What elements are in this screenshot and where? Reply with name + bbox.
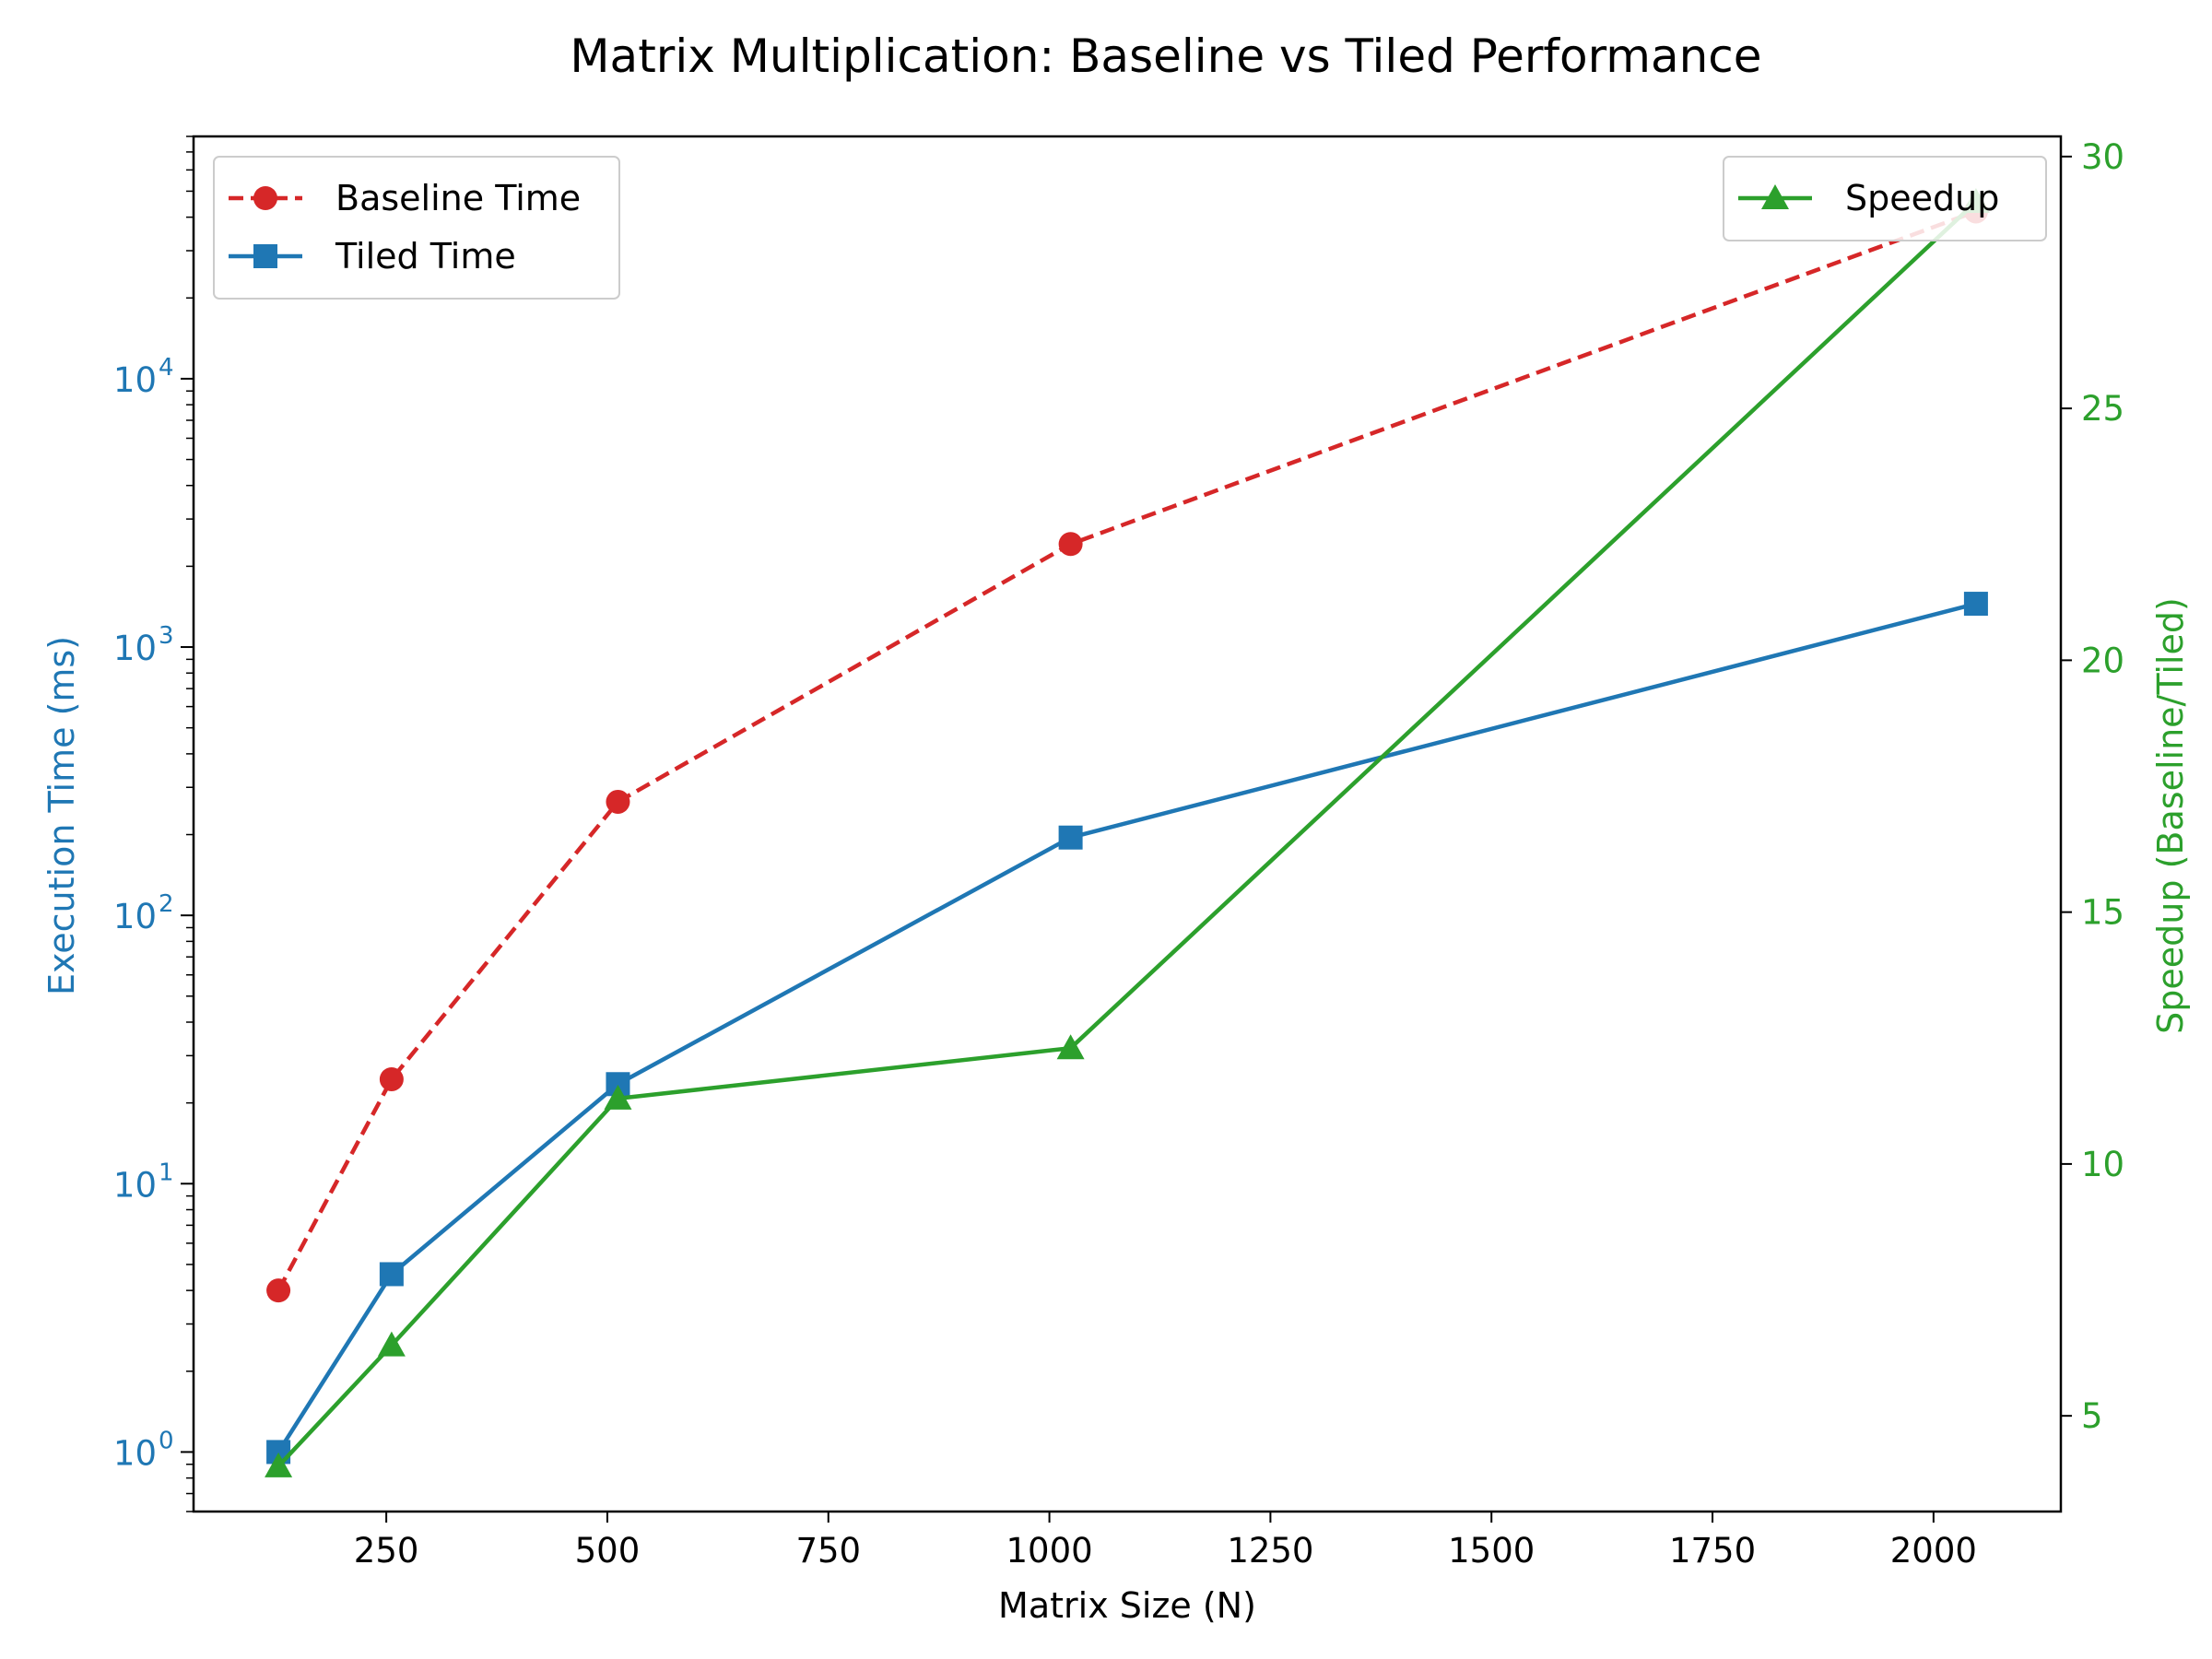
x-tick-label: 1750 xyxy=(1669,1531,1756,1571)
series-line-baseline-time xyxy=(276,209,1977,1292)
data-point-speedup xyxy=(604,1084,632,1110)
legend-marker-tiled-time xyxy=(253,244,277,268)
legend-box xyxy=(1723,156,2047,241)
y-left-tick-label: 10 xyxy=(113,1433,157,1473)
legend-marker-baseline-time xyxy=(253,186,277,210)
y-axis-right-label: Speedup (Baseline/Tiled) xyxy=(2150,597,2191,1034)
x-tick-label: 1250 xyxy=(1227,1531,1313,1571)
y-right-tick-label: 30 xyxy=(2081,137,2124,177)
y-axis-left-label: Execution Time (ms) xyxy=(41,636,82,995)
y-right-tick-label: 10 xyxy=(2081,1145,2124,1184)
legend-left: Baseline Time Tiled Time xyxy=(213,156,620,300)
legend-label-tiled-time: Tiled Time xyxy=(335,236,516,276)
legend-box xyxy=(213,156,620,300)
x-tick-label: 1500 xyxy=(1448,1531,1535,1571)
legend-marker-speedup xyxy=(1761,184,1789,209)
data-point-speedup xyxy=(1056,1034,1085,1060)
y-left-tick-exponent: 2 xyxy=(159,890,174,918)
legend-label-baseline-time: Baseline Time xyxy=(335,178,581,218)
data-point-baseline-time xyxy=(379,1066,404,1091)
y-right-tick-label: 15 xyxy=(2081,893,2124,933)
series-line-speedup xyxy=(276,200,1978,1468)
x-tick-label: 500 xyxy=(575,1531,641,1571)
legend-right: Speedup xyxy=(1723,156,2047,241)
data-point-baseline-time xyxy=(606,789,630,814)
legend-label-speedup: Speedup xyxy=(1845,178,1999,218)
y-left-tick-label: 10 xyxy=(113,629,157,668)
y-left-tick-label: 10 xyxy=(113,1165,157,1205)
x-tick-label: 2000 xyxy=(1890,1531,1977,1571)
y-left-tick-exponent: 4 xyxy=(159,354,174,382)
y-right-tick-label: 25 xyxy=(2081,389,2124,429)
y-left-tick-exponent: 3 xyxy=(159,622,174,650)
y-right-tick-label: 5 xyxy=(2081,1396,2103,1436)
data-point-baseline-time xyxy=(1058,532,1083,557)
x-tick-label: 250 xyxy=(354,1531,419,1571)
axes-frame xyxy=(192,135,2063,1513)
data-point-tiled-time xyxy=(379,1262,404,1287)
data-point-baseline-time xyxy=(266,1278,291,1303)
data-point-speedup xyxy=(265,1452,293,1477)
y-left-tick-label: 10 xyxy=(113,897,157,936)
series-line-tiled-time xyxy=(276,601,1977,1453)
x-axis-label: Matrix Size (N) xyxy=(998,1585,1256,1626)
y-right-tick-label: 20 xyxy=(2081,641,2124,680)
data-point-tiled-time xyxy=(1058,825,1083,850)
y-left-tick-exponent: 1 xyxy=(159,1159,174,1186)
x-tick-label: 1000 xyxy=(1006,1531,1092,1571)
x-tick-label: 750 xyxy=(795,1531,861,1571)
chart-title: Matrix Multiplication: Baseline vs Tiled… xyxy=(570,29,1761,83)
data-point-tiled-time xyxy=(1963,592,1988,617)
data-point-speedup xyxy=(377,1331,406,1357)
y-left-tick-label: 10 xyxy=(113,360,157,400)
y-left-tick-exponent: 0 xyxy=(159,1427,174,1454)
